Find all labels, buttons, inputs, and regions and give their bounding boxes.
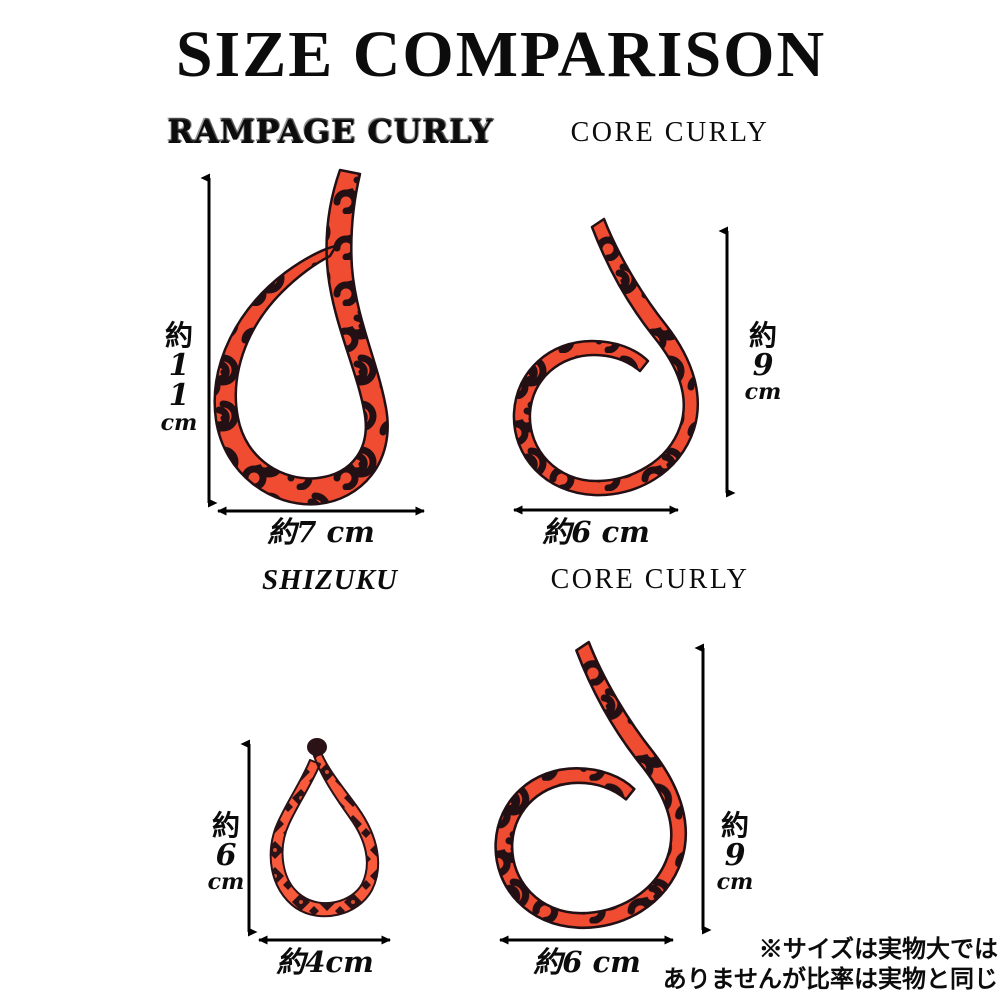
product-shape-core-curly-bottom — [488, 638, 703, 938]
dimension-label-shizuku-width: 約4cm — [276, 945, 374, 979]
product-shape-rampage-curly — [200, 168, 450, 513]
product-label-shizuku: SHIZUKU — [262, 564, 398, 596]
dimension-prefix: 約 — [164, 319, 193, 352]
product-label-core-curly-bottom: CORE CURLY — [550, 564, 750, 595]
product-label-core-curly-top: CORE CURLY — [570, 117, 770, 148]
footnote: ※サイズは実物大では ありませんが比率は実物と同じ — [663, 934, 998, 994]
dimension-unit: cm — [716, 869, 754, 896]
footnote-line-2: ありませんが比率は実物と同じ — [662, 964, 998, 993]
dimension-prefix: 約 — [748, 319, 777, 352]
dimension-prefix: 約 — [720, 809, 749, 842]
dimension-value: 9 — [752, 347, 774, 383]
footnote-line-1: ※サイズは実物大では — [758, 934, 998, 963]
dimension-unit: cm — [744, 379, 782, 406]
product-shape-shizuku — [262, 736, 390, 926]
page-title: SIZE COMPARISON — [175, 18, 827, 91]
dimension-value-1: 1 — [168, 347, 190, 383]
dimension-unit: cm — [160, 409, 198, 436]
dimension-label-rampage-width: 約7 cm — [267, 515, 375, 549]
dimension-value: 6 — [215, 837, 237, 873]
dimension-value-2: 1 — [168, 378, 190, 414]
dimension-prefix: 約 — [211, 809, 240, 842]
dimension-unit: cm — [207, 869, 245, 896]
dimension-value: 9 — [724, 837, 746, 873]
dimension-label-core-top-width: 約6 cm — [542, 515, 650, 549]
dimension-label-core-bottom-width: 約6 cm — [533, 945, 641, 979]
dimension-label-shizuku-height: 約 6 cm — [204, 809, 248, 896]
dimension-label-rampage-height: 約 1 1 cm — [155, 319, 203, 436]
product-label-rampage-curly: RAMPAGE CURLY — [166, 113, 494, 151]
dimension-label-core-top-height: 約 9 cm — [738, 319, 788, 406]
product-shape-core-curly-top — [508, 215, 713, 505]
dimension-label-core-bottom-height: 約 9 cm — [712, 809, 758, 896]
